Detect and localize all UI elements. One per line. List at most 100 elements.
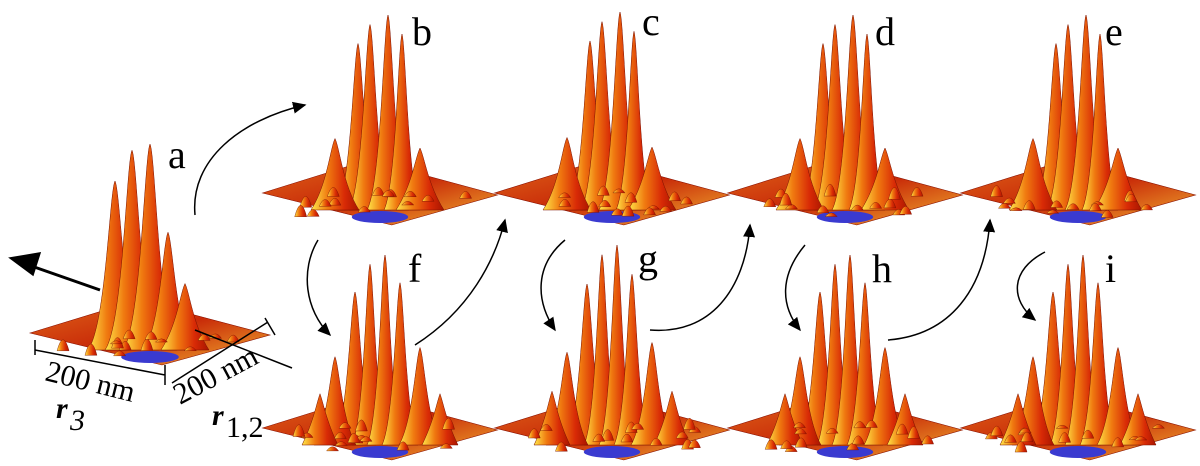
- surface-ripple: [1046, 209, 1060, 214]
- surface-ripple: [643, 207, 656, 216]
- surface-ripple: [794, 428, 807, 435]
- surface-ripple: [555, 441, 568, 452]
- surface-spike: [533, 390, 571, 446]
- axes-a: [8, 252, 293, 385]
- surface-ripple: [851, 204, 864, 211]
- surface-ripple: [359, 436, 373, 442]
- surface-shadow: [583, 446, 641, 458]
- surface-ripple: [794, 437, 808, 448]
- surface-ripple: [780, 440, 793, 449]
- panel-label: e: [1105, 9, 1123, 54]
- surface-spike: [1119, 393, 1157, 446]
- axis-subscript: 3: [69, 404, 85, 437]
- surface-ripple: [334, 431, 347, 439]
- surface-spike: [160, 282, 210, 351]
- arrow: [194, 101, 307, 216]
- surface-ripple: [990, 425, 1004, 436]
- surface-ripple: [558, 199, 572, 207]
- panel-label: d: [875, 9, 895, 54]
- surface-ripple: [668, 191, 681, 201]
- surface-ripple: [621, 205, 635, 217]
- surface-spike: [421, 393, 459, 446]
- surface-ripple: [84, 343, 98, 356]
- arrow: [306, 239, 332, 337]
- surface-ripple: [459, 191, 472, 199]
- surface-ripple: [439, 443, 453, 449]
- surface-ripple: [779, 193, 793, 206]
- surface-ripple: [823, 183, 837, 197]
- surface-ripple: [624, 421, 638, 433]
- surface-ripple: [109, 340, 123, 345]
- surface-spike: [301, 393, 339, 446]
- surface-ripple: [328, 197, 342, 206]
- scale-bars: [34, 317, 276, 385]
- surface-ripple: [624, 192, 638, 203]
- surface-ripple: [688, 439, 701, 448]
- surface-ripple: [1134, 436, 1148, 441]
- surface-ripple: [824, 212, 838, 217]
- surface-spike: [1008, 137, 1058, 211]
- panel-label: i: [1105, 246, 1116, 291]
- surface-ripple: [306, 209, 320, 217]
- surface-ripple: [381, 190, 395, 197]
- surface-ripple: [338, 422, 352, 429]
- surface-ripple: [899, 206, 912, 215]
- surface-ripple: [396, 441, 410, 451]
- surface-ripple: [1066, 203, 1080, 210]
- surface-ripple: [631, 423, 644, 430]
- panel-label: c: [642, 0, 660, 44]
- surface-shadow: [351, 446, 409, 458]
- surface-ripple: [326, 446, 339, 452]
- surface-ripple: [1055, 425, 1069, 429]
- surface-ripple: [883, 198, 897, 209]
- surface-ripple: [680, 196, 693, 205]
- surface-ripple: [1022, 200, 1036, 210]
- axis-subscript: 1,2: [226, 411, 264, 444]
- arrow: [887, 218, 996, 341]
- surface-ripple: [764, 439, 778, 450]
- surface-ripple: [601, 429, 615, 441]
- surface-ripple: [56, 339, 70, 352]
- axis-line: [194, 329, 293, 369]
- surface-ripple: [1020, 431, 1034, 442]
- surface-ripple: [183, 346, 197, 351]
- surface-ripple: [649, 437, 663, 446]
- surface-ripple: [355, 419, 368, 432]
- surface-shadow: [1049, 211, 1107, 223]
- surface-ripple: [558, 192, 572, 198]
- surface-ripple: [620, 433, 634, 443]
- surface-spike: [775, 137, 825, 211]
- arrows: [194, 101, 1046, 346]
- surface-shadow: [351, 211, 409, 223]
- surface-ripple: [1111, 437, 1125, 448]
- surface-ripple: [357, 206, 371, 213]
- surface-ripple: [1004, 434, 1017, 443]
- surface-ripple: [592, 433, 606, 442]
- surface-ripple: [869, 202, 882, 209]
- surface-spike: [542, 136, 592, 211]
- surface-shadow: [1049, 446, 1107, 458]
- surface-ripple: [1050, 200, 1063, 208]
- panel-labels: a b c d e f g h i: [168, 0, 1123, 291]
- surface-ripple: [403, 191, 417, 197]
- surface-ripple: [763, 198, 777, 207]
- panel-label: g: [638, 236, 658, 281]
- surface-ripple: [540, 424, 553, 431]
- surface-ripple: [527, 428, 541, 439]
- surface-ripple: [226, 334, 240, 343]
- surface-ripple: [598, 200, 612, 207]
- surface-ripple: [1003, 197, 1016, 204]
- surface-ripple: [292, 424, 306, 437]
- surface-ripple: [113, 350, 126, 357]
- surface-ripple: [1124, 193, 1138, 202]
- surface-ripple: [597, 185, 610, 196]
- surface-ripple: [144, 331, 158, 340]
- surface-ripple: [299, 196, 312, 208]
- surface-ripple: [347, 432, 361, 443]
- panel-label: f: [408, 246, 422, 291]
- panel-label: a: [168, 132, 186, 177]
- surface-ripple: [1140, 204, 1153, 211]
- axis-symbol: r: [56, 392, 68, 425]
- surface-ripple: [294, 205, 307, 217]
- panel-label: h: [872, 246, 892, 291]
